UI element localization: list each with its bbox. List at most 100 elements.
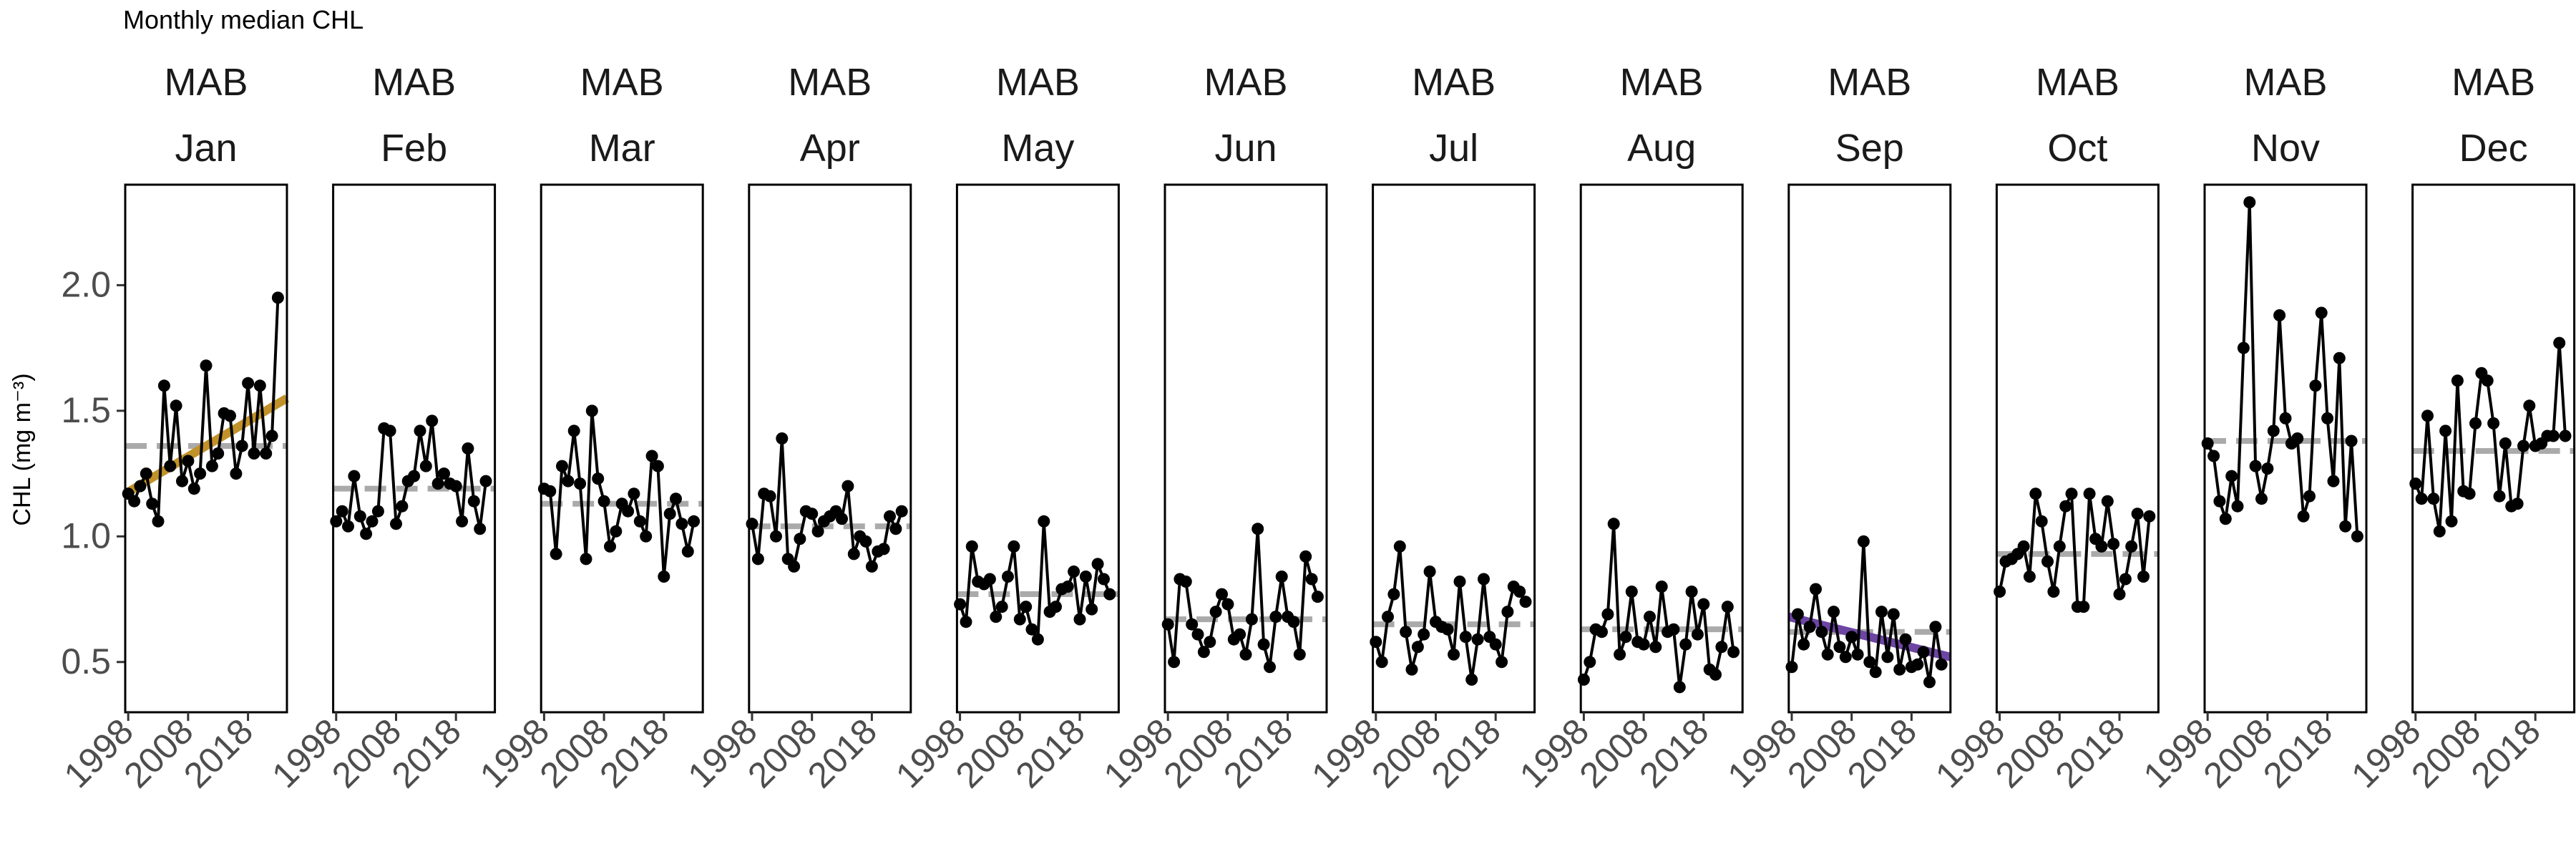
data-point: [2493, 490, 2506, 503]
panel-border: [1163, 183, 1328, 714]
data-point: [2201, 437, 2214, 450]
data-point: [1239, 648, 1252, 661]
data-point: [1791, 608, 1804, 621]
data-point: [645, 450, 658, 462]
x-tick-label: 2008: [1156, 711, 1240, 795]
data-point: [2101, 495, 2114, 508]
data-point: [1375, 656, 1388, 669]
panel-border: [748, 183, 912, 714]
data-point: [2345, 435, 2358, 447]
data-point: [152, 515, 165, 528]
data-point: [628, 487, 640, 500]
data-point: [2059, 500, 2072, 513]
data-point: [2255, 492, 2268, 505]
data-point: [1667, 623, 1680, 636]
data-point: [224, 409, 236, 422]
data-point: [2207, 450, 2220, 462]
data-point: [2487, 417, 2500, 430]
facet-month-label: Jul: [1429, 127, 1478, 170]
data-point: [2511, 498, 2524, 510]
x-tick-label: 2008: [1988, 711, 2072, 795]
x-tick-label: 2018: [176, 711, 260, 795]
data-point: [1103, 588, 1116, 601]
data-point: [265, 430, 278, 442]
data-point: [1275, 571, 1288, 583]
data-point: [2427, 492, 2440, 505]
data-point: [2119, 573, 2132, 586]
data-point: [889, 523, 902, 535]
data-point: [965, 540, 978, 553]
data-point: [574, 477, 587, 490]
data-point: [562, 475, 575, 487]
data-point: [1839, 651, 1852, 664]
x-tick-label: 2008: [1780, 711, 1864, 795]
data-point: [330, 515, 343, 528]
data-point: [1068, 566, 1080, 578]
data-point: [1810, 583, 1822, 596]
data-point: [360, 528, 373, 540]
data-point: [585, 404, 598, 417]
data-point: [1025, 623, 1038, 636]
data-point: [1002, 571, 1014, 583]
data-point: [1911, 658, 1924, 671]
data-point: [2351, 530, 2363, 543]
facet-region-label: MAB: [372, 61, 456, 104]
data-point: [1453, 576, 1466, 588]
x-tick-label: 2008: [1572, 711, 1657, 795]
data-point: [336, 505, 348, 518]
panel-border: [955, 183, 1120, 714]
data-point: [1465, 673, 1478, 686]
facet-region-label: MAB: [788, 61, 872, 104]
data-point: [194, 467, 207, 480]
data-point: [960, 616, 972, 629]
data-point: [1400, 626, 1413, 639]
data-point: [1899, 633, 1912, 646]
data-point: [884, 510, 896, 523]
data-point: [751, 553, 764, 566]
data-point: [431, 477, 444, 490]
x-tick-label: 2018: [800, 711, 884, 795]
facet-month-label: Sep: [1835, 127, 1904, 170]
data-point: [205, 460, 218, 472]
x-tick-label: 2018: [384, 711, 469, 795]
data-point: [2559, 430, 2572, 442]
data-point: [2303, 490, 2316, 503]
data-point: [1721, 601, 1734, 613]
data-point: [248, 447, 260, 460]
data-point: [2023, 571, 2036, 583]
data-point: [1519, 596, 1532, 608]
data-point: [1935, 658, 1948, 671]
data-point: [794, 533, 806, 545]
data-point: [1881, 651, 1894, 664]
data-point: [1803, 621, 1816, 634]
x-tick-label: 2008: [116, 711, 200, 795]
x-tick-label: 1998: [264, 711, 348, 795]
x-tick-label: 2008: [2404, 711, 2488, 795]
data-point: [1815, 626, 1828, 639]
data-point: [2113, 588, 2126, 601]
data-point: [2077, 601, 2090, 613]
x-tick-label: 2018: [2255, 711, 2340, 795]
y-tick-label: 0.5: [61, 641, 111, 681]
data-point: [1423, 566, 1436, 578]
data-point: [1471, 633, 1484, 646]
data-point: [2237, 341, 2250, 354]
data-point: [1311, 591, 1324, 603]
data-point: [1393, 540, 1406, 553]
data-point: [2339, 520, 2352, 533]
data-point: [164, 460, 177, 472]
data-point: [353, 510, 366, 523]
x-tick-label: 2018: [1216, 711, 1300, 795]
data-point: [438, 467, 450, 480]
data-point: [2107, 538, 2120, 550]
data-point: [2517, 440, 2529, 452]
data-point: [1234, 628, 1246, 641]
x-tick-label: 1998: [1096, 711, 1181, 795]
y-tick-label: 2.0: [61, 264, 111, 304]
data-point: [2143, 510, 2156, 523]
data-point: [1596, 626, 1608, 639]
data-point: [1577, 673, 1590, 686]
data-point: [681, 545, 694, 558]
